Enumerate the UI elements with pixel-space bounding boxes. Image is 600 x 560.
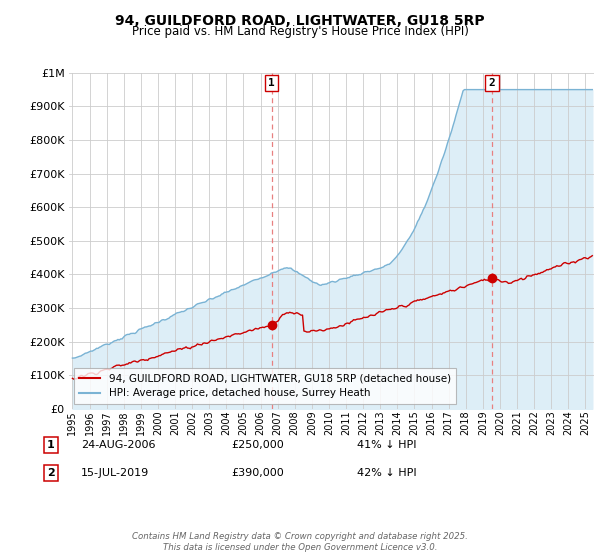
Text: 1: 1 bbox=[268, 78, 275, 88]
Text: 41% ↓ HPI: 41% ↓ HPI bbox=[357, 440, 416, 450]
Text: 2: 2 bbox=[47, 468, 55, 478]
Text: Price paid vs. HM Land Registry's House Price Index (HPI): Price paid vs. HM Land Registry's House … bbox=[131, 25, 469, 38]
Text: £250,000: £250,000 bbox=[231, 440, 284, 450]
Text: 2: 2 bbox=[489, 78, 496, 88]
Legend: 94, GUILDFORD ROAD, LIGHTWATER, GU18 5RP (detached house), HPI: Average price, d: 94, GUILDFORD ROAD, LIGHTWATER, GU18 5RP… bbox=[74, 368, 456, 404]
Text: £390,000: £390,000 bbox=[231, 468, 284, 478]
Text: 94, GUILDFORD ROAD, LIGHTWATER, GU18 5RP: 94, GUILDFORD ROAD, LIGHTWATER, GU18 5RP bbox=[115, 14, 485, 28]
Text: Contains HM Land Registry data © Crown copyright and database right 2025.
This d: Contains HM Land Registry data © Crown c… bbox=[132, 532, 468, 552]
Text: 24-AUG-2006: 24-AUG-2006 bbox=[81, 440, 155, 450]
Text: 15-JUL-2019: 15-JUL-2019 bbox=[81, 468, 149, 478]
Text: 1: 1 bbox=[47, 440, 55, 450]
Text: 42% ↓ HPI: 42% ↓ HPI bbox=[357, 468, 416, 478]
